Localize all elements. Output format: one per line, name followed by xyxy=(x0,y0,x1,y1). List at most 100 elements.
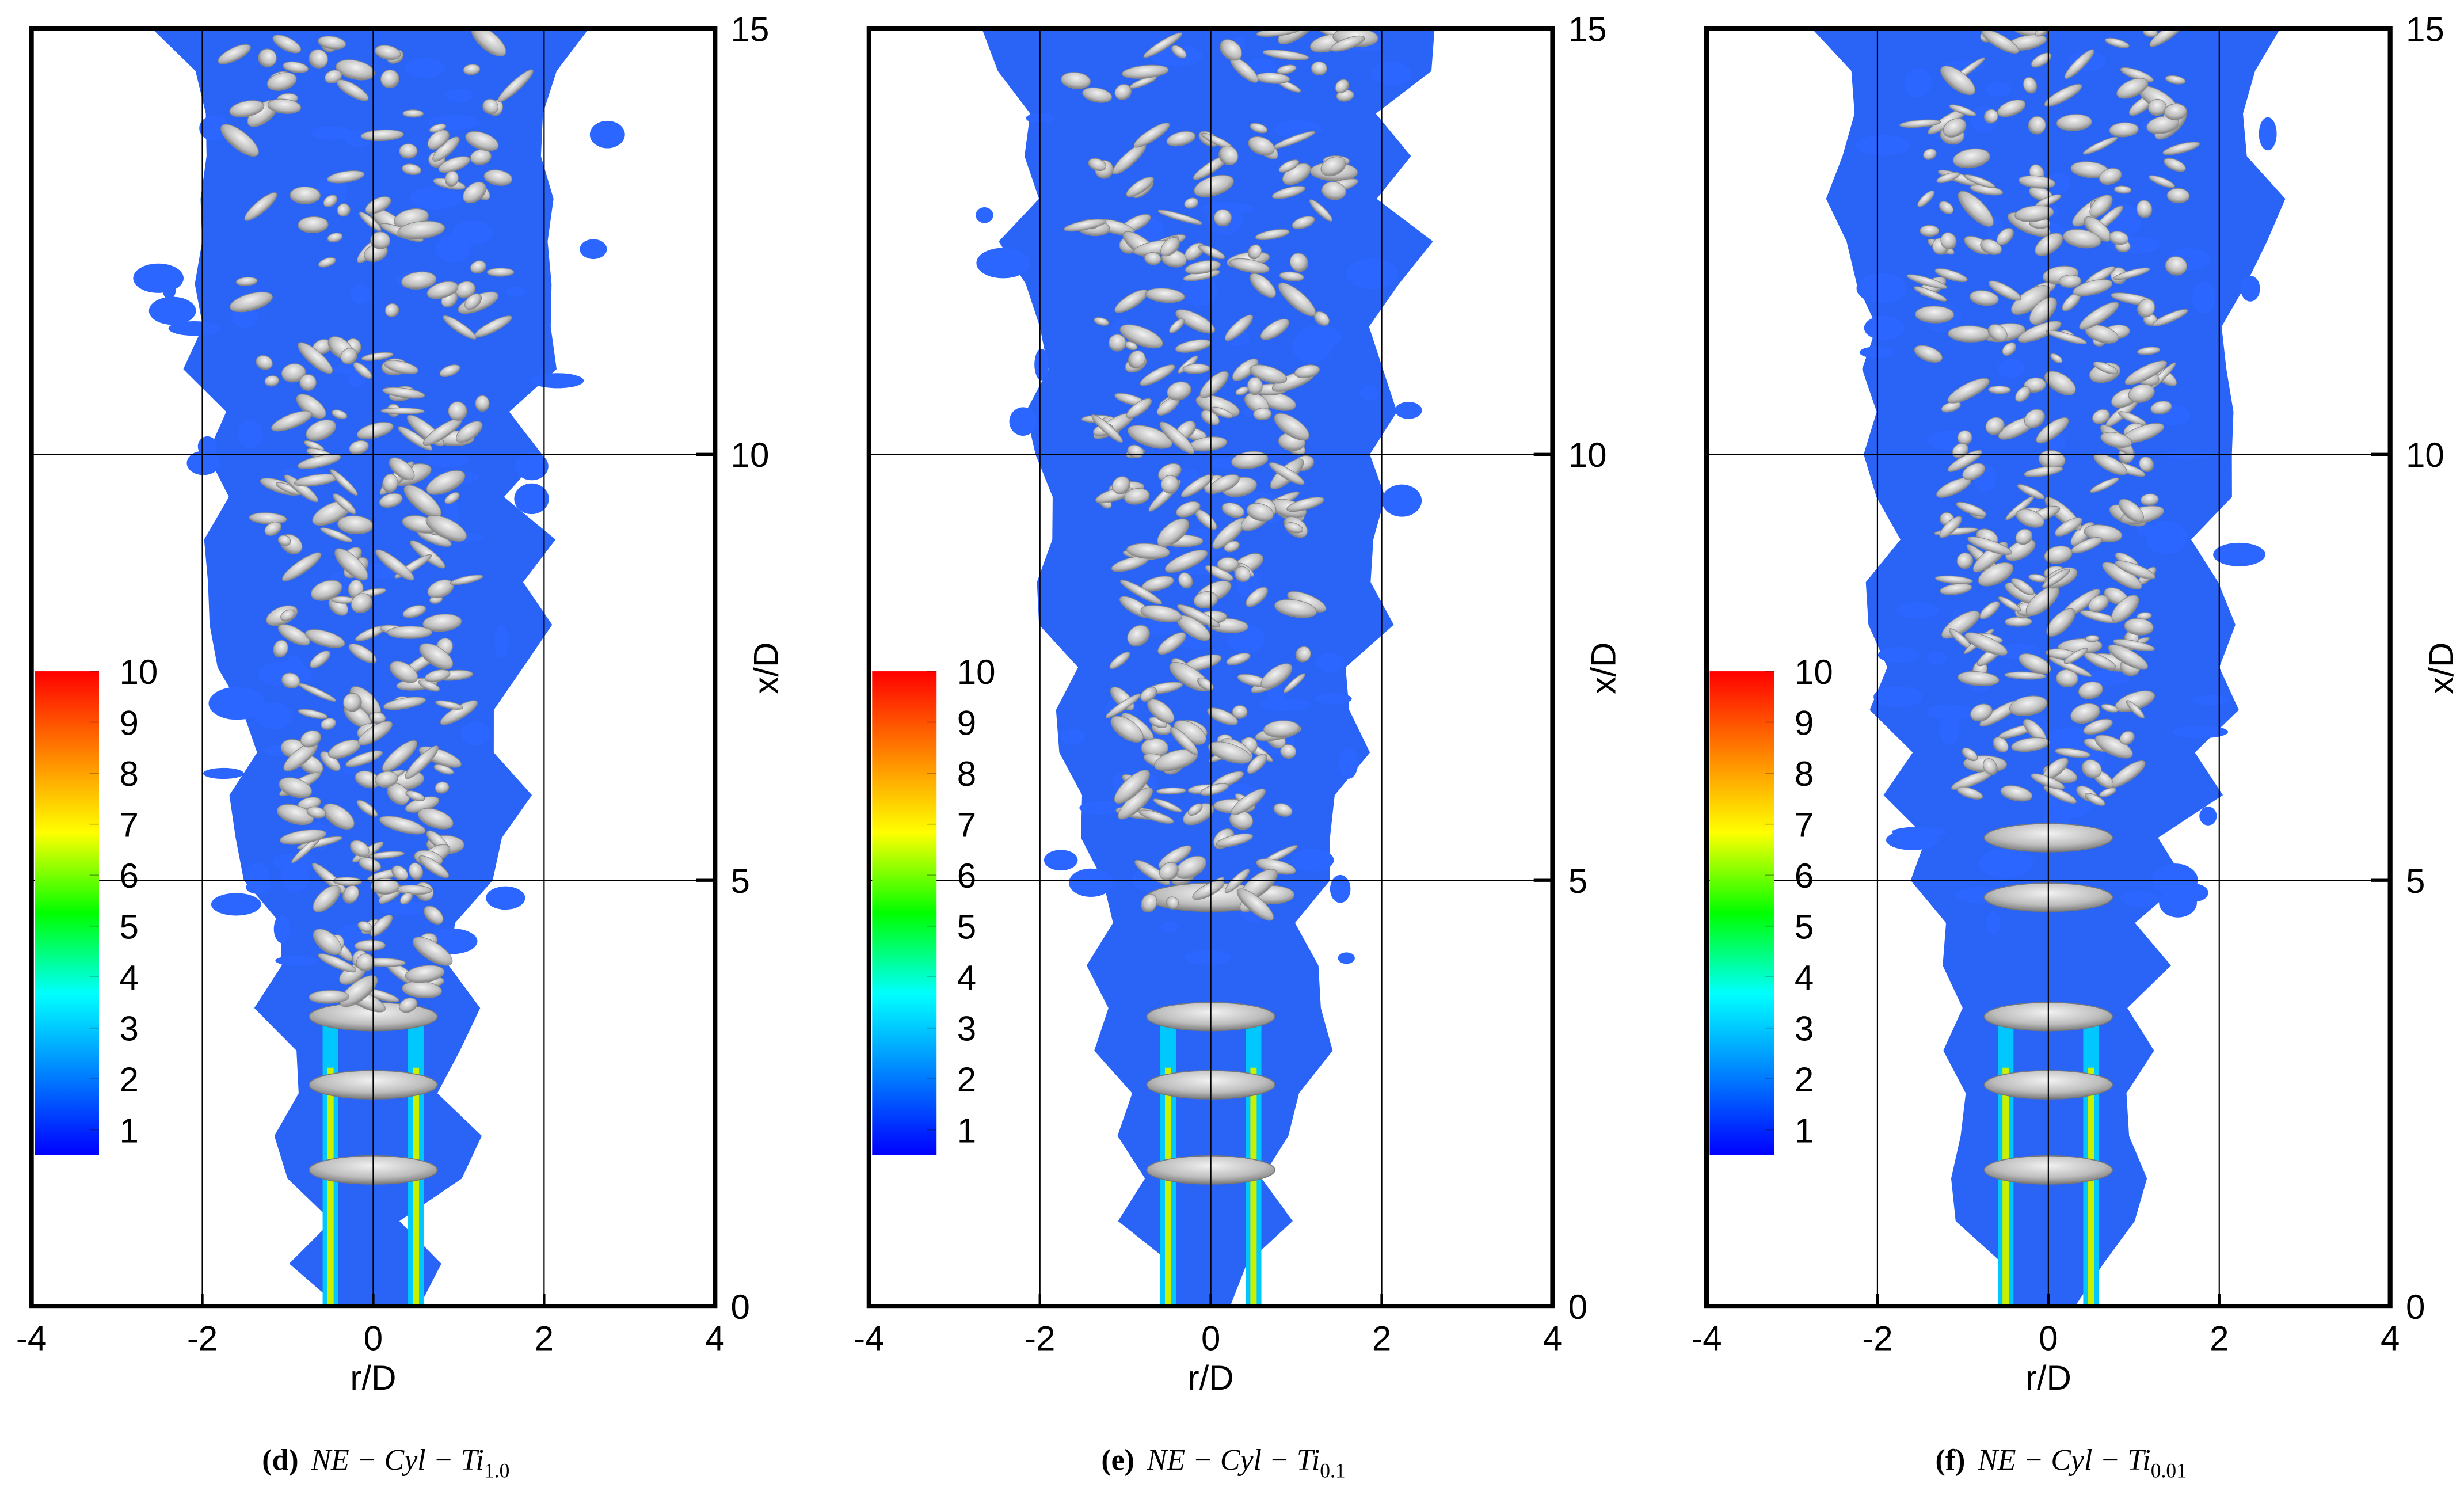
vortex-structure xyxy=(1088,158,1107,172)
vortex-structure xyxy=(256,355,273,370)
x-tick-label: -2 xyxy=(187,1319,218,1358)
vortex-structure xyxy=(2050,353,2063,363)
vortex-structure xyxy=(1178,572,1193,589)
vortex-structure xyxy=(2044,83,2082,107)
vorticity-blob xyxy=(2159,887,2197,918)
vortex-structure xyxy=(391,865,409,881)
vortex-structure xyxy=(380,407,425,415)
vortex-structure xyxy=(229,291,273,313)
vortex-structure xyxy=(1182,363,1210,374)
vortex-structure xyxy=(2116,78,2149,99)
vortex-structure xyxy=(1128,350,1146,369)
vortex-structure xyxy=(1956,552,1974,569)
vortex-structure xyxy=(1109,652,1130,669)
vorticity-blob xyxy=(1290,849,1334,872)
vortex-structure xyxy=(350,840,370,857)
vorticity-blob xyxy=(1297,325,1342,349)
x-tick-label: -2 xyxy=(1862,1319,1892,1358)
vortex-structure xyxy=(379,816,426,835)
vortex-structure xyxy=(1987,324,2008,342)
vorticity-blob xyxy=(1856,273,1907,303)
vortex-structure xyxy=(1292,216,1315,230)
x-tick-label: 0 xyxy=(2039,1319,2058,1358)
vorticity-blob xyxy=(2146,521,2188,554)
vorticity-blob xyxy=(1979,848,2034,878)
vortex-structure xyxy=(1200,783,1229,796)
colorbar-tick-label: 4 xyxy=(957,958,976,997)
vortex-structure xyxy=(1126,177,1154,197)
vortex-structure xyxy=(2073,279,2113,296)
vortex-structure xyxy=(1998,596,2021,612)
vortex-structure xyxy=(2104,37,2130,48)
x-tick-label: 4 xyxy=(2381,1319,2400,1358)
vorticity-blob xyxy=(208,687,265,720)
vortex-structure xyxy=(1274,413,1309,441)
vortex-structure xyxy=(1208,741,1252,764)
vortex-structure xyxy=(1915,306,1955,324)
vortex-structure xyxy=(401,163,421,176)
vorticity-blob xyxy=(1034,348,1049,381)
vortex-structure xyxy=(1231,788,1266,816)
vortex-structure xyxy=(1197,677,1214,691)
vortex-structure xyxy=(1250,273,1276,298)
caption-text: NE − Cyl − Ti xyxy=(1977,1444,2151,1477)
vortex-structure xyxy=(313,885,341,912)
vorticity-blob xyxy=(486,886,525,910)
vorticity-blob xyxy=(1150,44,1202,67)
vortex-structure xyxy=(1248,136,1275,156)
vortex-structure xyxy=(463,64,481,75)
vortex-structure xyxy=(1160,237,1180,257)
vortex-structure xyxy=(1969,290,1999,306)
vorticity-blob xyxy=(273,915,290,944)
colorbar-tick-label: 9 xyxy=(1795,703,1814,742)
vorticity-blob xyxy=(211,893,261,916)
vortex-structure xyxy=(382,387,425,399)
colorbar-tick-label: 6 xyxy=(119,857,138,895)
vortex-structure xyxy=(2023,77,2038,94)
vortex-structure xyxy=(1967,536,2012,555)
vortex-structure xyxy=(2048,656,2092,677)
vortex-structure xyxy=(435,781,450,794)
colorbar-tick-label: 5 xyxy=(119,908,138,946)
vortex-structure xyxy=(330,469,358,496)
vortex-structure xyxy=(2137,347,2161,355)
vortex-structure xyxy=(2094,735,2133,759)
vortex-structure xyxy=(2018,175,2055,189)
vortex-structure xyxy=(424,906,444,925)
vortex-structure xyxy=(1923,148,1937,160)
colorbar-tick-label: 1 xyxy=(957,1112,976,1150)
x-tick-label: -2 xyxy=(1025,1319,1055,1358)
vortex-structure xyxy=(1140,604,1182,623)
vortex-structure xyxy=(327,170,365,184)
shear-layer-core xyxy=(1250,1067,1257,1307)
vorticity-blob xyxy=(2119,890,2160,907)
vortex-structure xyxy=(405,745,439,779)
vortex-structure xyxy=(1226,653,1251,665)
colorbar-tick-label: 1 xyxy=(119,1112,138,1150)
vortex-structure xyxy=(280,829,326,845)
vortex-structure xyxy=(258,48,277,67)
vortex-structure xyxy=(379,493,403,508)
vortex-structure xyxy=(1126,543,1170,560)
vortex-structure xyxy=(1094,317,1109,326)
vortex-structure xyxy=(336,79,369,101)
vorticity-blob xyxy=(280,861,310,892)
vortex-structure xyxy=(2092,409,2110,424)
colorbar xyxy=(35,671,100,1155)
vortex-structure xyxy=(1956,786,1983,800)
vortex-structure xyxy=(426,470,466,495)
vortex-structure xyxy=(280,609,295,622)
vortex-structure xyxy=(1978,562,2014,587)
vortex-structure xyxy=(1140,687,1157,702)
vortex-structure xyxy=(2079,302,2119,330)
vortex-structure xyxy=(1295,646,1311,663)
vortex-structure xyxy=(279,777,313,798)
x-tick-label: -4 xyxy=(16,1319,47,1358)
vortex-structure xyxy=(1236,888,1274,921)
vortex-structure xyxy=(2056,114,2092,131)
vortex-structure xyxy=(1159,862,1179,881)
vortex-structure xyxy=(2017,321,2062,343)
vorticity-blob xyxy=(1009,407,1037,436)
axes-frame xyxy=(1704,26,2393,1309)
